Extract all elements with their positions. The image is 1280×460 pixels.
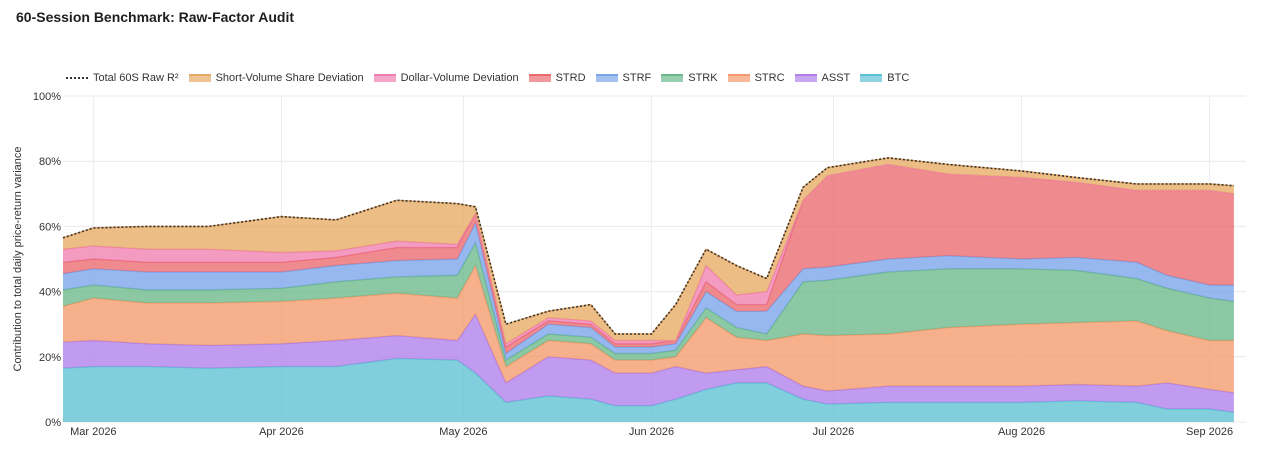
legend-swatch-dollar-volume [373, 74, 396, 82]
area-asst [63, 314, 1234, 413]
area-strf [63, 223, 1234, 361]
page-title: 60-Session Benchmark: Raw-Factor Audit [16, 9, 294, 25]
area-btc [63, 358, 1234, 422]
x-tick-label: Apr 2026 [259, 426, 304, 438]
legend-item-strf[interactable]: STRF [595, 72, 652, 84]
legend-item-strc[interactable]: STRC [727, 72, 785, 84]
area-dollar-volume-deviation [63, 164, 1234, 347]
legend-label-strc: STRC [754, 72, 785, 84]
x-tick-label: Mar 2026 [70, 426, 116, 438]
x-tick-label: May 2026 [439, 426, 487, 438]
y-tick-label: 40% [39, 287, 61, 299]
legend-label-short-volume: Short-Volume Share Deviation [215, 72, 364, 84]
legend-label-asst: ASST [821, 72, 851, 84]
area-strc [63, 265, 1234, 393]
legend-item-short-volume[interactable]: Short-Volume Share Deviation [188, 72, 364, 84]
total-line-layer [62, 157, 1234, 335]
area-short-volume-share-deviation [63, 157, 1234, 344]
area-layer [62, 157, 1234, 422]
x-tick-label: Jun 2026 [629, 426, 674, 438]
legend-swatch-strd [528, 74, 551, 82]
area-strk [63, 242, 1234, 367]
y-tick-label: 20% [39, 352, 61, 364]
y-tick-label: 100% [33, 91, 61, 103]
y-tick-label: 0% [45, 417, 61, 429]
legend-item-dollar-volume[interactable]: Dollar-Volume Deviation [373, 72, 519, 84]
x-tick-label: Jul 2026 [813, 426, 855, 438]
y-axis-title: Contribution to total daily price-return… [12, 146, 24, 371]
legend-item-strd[interactable]: STRD [528, 72, 586, 84]
x-tick-label: Sep 2026 [1186, 426, 1233, 438]
legend-swatch-strc [727, 74, 750, 82]
legend-swatch-asst [794, 74, 817, 82]
legend-swatch-short-volume [188, 74, 211, 82]
legend-label-strf: STRF [622, 72, 652, 84]
legend-swatch-total [66, 77, 88, 79]
legend-label-dollar-volume: Dollar-Volume Deviation [400, 72, 519, 84]
legend-item-strk[interactable]: STRK [661, 72, 718, 84]
legend-item-btc[interactable]: BTC [860, 72, 909, 84]
legend-label-btc: BTC [887, 72, 910, 84]
y-tick-label: 60% [39, 221, 61, 233]
area-strd [63, 164, 1234, 354]
total-r2-line [62, 157, 1234, 335]
legend-label-strk: STRK [688, 72, 718, 84]
legend-item-total[interactable]: Total 60S Raw R² [66, 72, 179, 84]
legend-swatch-strf [595, 74, 618, 82]
legend-item-asst[interactable]: ASST [794, 72, 851, 84]
axis-layer: 0% 20% 40% 60% 80% 100% Mar 2026 Apr 2026 May 20… [33, 91, 1233, 438]
y-tick-label: 80% [39, 156, 61, 168]
legend-label-total: Total 60S Raw R² [93, 72, 179, 84]
legend-label-strd: STRD [555, 72, 586, 84]
x-tick-label: Aug 2026 [998, 426, 1045, 438]
legend-swatch-btc [860, 74, 883, 82]
chart-legend: Total 60S Raw R² Short-Volume Share Devi… [66, 71, 919, 85]
legend-swatch-strk [661, 74, 684, 82]
